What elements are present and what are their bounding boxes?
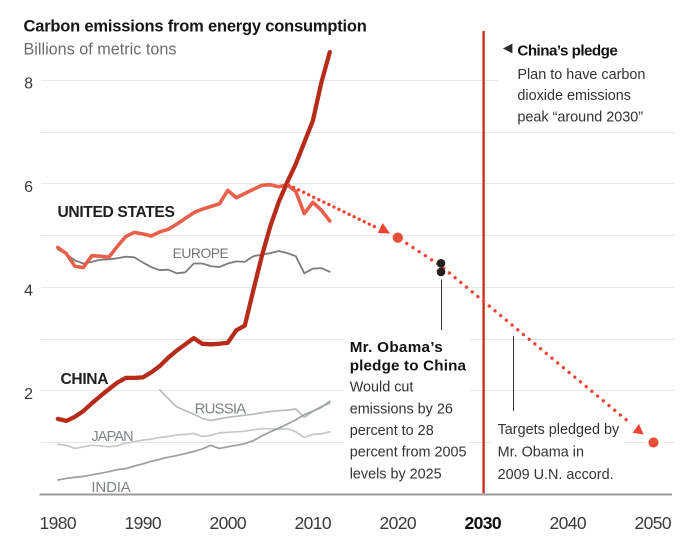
svg-text:2010: 2010 (295, 513, 332, 533)
svg-text:dioxide emissions: dioxide emissions (517, 88, 631, 104)
svg-text:JAPAN: JAPAN (91, 429, 133, 445)
svg-text:2009 U.N. accord.: 2009 U.N. accord. (498, 467, 614, 483)
svg-text:2030: 2030 (465, 513, 502, 533)
svg-text:2: 2 (24, 386, 33, 403)
svg-text:INDIA: INDIA (91, 479, 130, 496)
svg-text:levels by 2025: levels by 2025 (350, 466, 442, 482)
svg-text:2050: 2050 (635, 513, 672, 533)
svg-text:6: 6 (24, 179, 33, 196)
svg-text:2000: 2000 (210, 513, 247, 533)
svg-text:1980: 1980 (40, 513, 77, 533)
svg-text:Targets pledged by: Targets pledged by (498, 422, 620, 438)
svg-text:Mr. Obama’s: Mr. Obama’s (350, 339, 443, 356)
svg-text:Plan to have carbon: Plan to have carbon (517, 67, 645, 83)
svg-text:RUSSIA: RUSSIA (195, 400, 247, 417)
svg-text:Carbon emissions from energy c: Carbon emissions from energy consumption (24, 17, 367, 35)
svg-text:percent from 2005: percent from 2005 (350, 445, 467, 461)
svg-text:Would cut: Would cut (350, 379, 414, 395)
svg-text:1990: 1990 (125, 513, 162, 533)
svg-text:UNITED STATES: UNITED STATES (58, 204, 175, 221)
svg-text:EUROPE: EUROPE (173, 246, 229, 261)
svg-text:emissions by 26: emissions by 26 (350, 401, 453, 417)
svg-text:4: 4 (24, 283, 33, 300)
svg-text:pledge to China: pledge to China (350, 358, 467, 375)
svg-text:2020: 2020 (380, 513, 417, 533)
svg-text:8: 8 (24, 75, 33, 92)
svg-text:China’s pledge: China’s pledge (517, 42, 617, 59)
svg-text:percent to 28: percent to 28 (350, 423, 434, 439)
svg-text:peak “around 2030”: peak “around 2030” (517, 109, 643, 125)
svg-text:Mr. Obama in: Mr. Obama in (498, 445, 584, 461)
svg-text:Billions of metric tons: Billions of metric tons (24, 41, 177, 59)
svg-text:CHINA: CHINA (61, 371, 109, 388)
svg-text:2040: 2040 (550, 513, 587, 533)
